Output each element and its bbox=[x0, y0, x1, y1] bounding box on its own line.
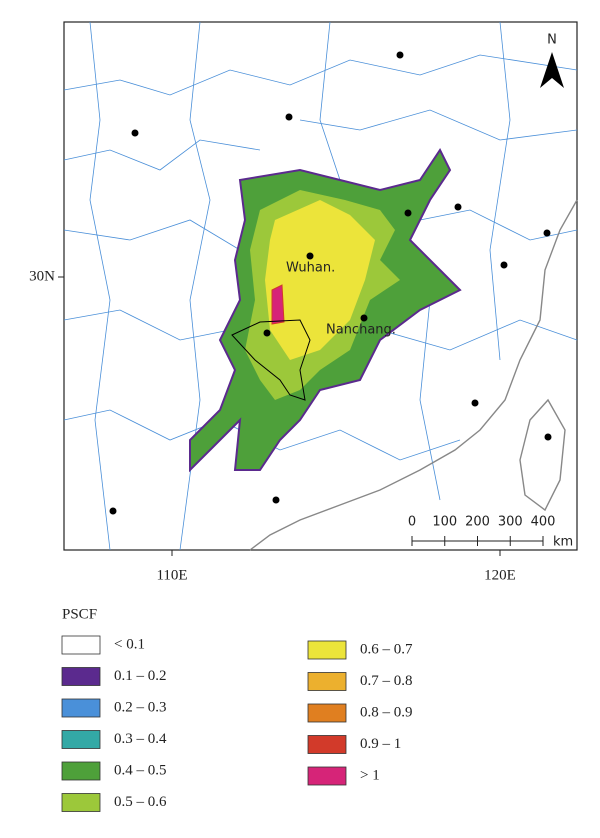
legend-swatch bbox=[307, 703, 347, 723]
legend-title: PSCF bbox=[62, 606, 97, 622]
scale-label: 400 bbox=[531, 515, 556, 530]
lon-label: 120E bbox=[484, 567, 516, 583]
pscf-max bbox=[271, 284, 285, 325]
legend-label: 0.8 – 0.9 bbox=[360, 704, 413, 720]
map: Wuhan. Nanchang. N 30N 110E 120E km 0 100… bbox=[29, 21, 578, 583]
lat-label: 30N bbox=[29, 268, 55, 284]
city-label: Wuhan. bbox=[286, 261, 335, 276]
city-label: Nanchang. bbox=[326, 323, 396, 338]
scale-unit: km bbox=[553, 535, 573, 550]
scale-label: 300 bbox=[498, 515, 523, 530]
north-label: N bbox=[547, 33, 557, 48]
legend-label: 0.4 – 0.5 bbox=[114, 762, 167, 778]
legend-label: 0.7 – 0.8 bbox=[360, 673, 413, 689]
legend-label: 0.6 – 0.7 bbox=[360, 641, 413, 657]
legend-swatch bbox=[61, 793, 101, 812]
legend-label: 0.5 – 0.6 bbox=[114, 794, 167, 810]
legend-label: 0.3 – 0.4 bbox=[114, 731, 167, 747]
legend-label: > 1 bbox=[360, 767, 380, 783]
legend-label: 0.1 – 0.2 bbox=[114, 668, 167, 684]
legend-swatch bbox=[61, 698, 101, 718]
coastline bbox=[249, 199, 578, 551]
lon-label: 110E bbox=[156, 567, 187, 583]
city-dots bbox=[109, 51, 552, 515]
legend-swatch bbox=[307, 735, 347, 754]
scale-label: 200 bbox=[465, 515, 490, 530]
scale-label: 0 bbox=[408, 515, 416, 530]
legend-label: 0.9 – 1 bbox=[360, 736, 401, 752]
legend-swatch bbox=[61, 730, 101, 749]
legend-swatch bbox=[61, 635, 101, 655]
legend-swatch bbox=[61, 667, 101, 686]
legend-label: < 0.1 bbox=[114, 636, 145, 652]
legend-label: 0.2 – 0.3 bbox=[114, 699, 167, 715]
study-region bbox=[231, 319, 311, 401]
legend-swatch bbox=[61, 761, 101, 781]
legend: PSCF < 0.1 0.1 – 0.2 0.2 – 0.3 0.3 – 0.4 0.4… bbox=[61, 606, 413, 812]
north-arrow bbox=[540, 52, 564, 88]
legend-swatch bbox=[307, 640, 347, 660]
scale-bar: km 0 100 200 300 400 bbox=[408, 515, 573, 550]
legend-swatch bbox=[307, 766, 347, 786]
scale-label: 100 bbox=[432, 515, 457, 530]
legend-swatch bbox=[307, 672, 347, 691]
